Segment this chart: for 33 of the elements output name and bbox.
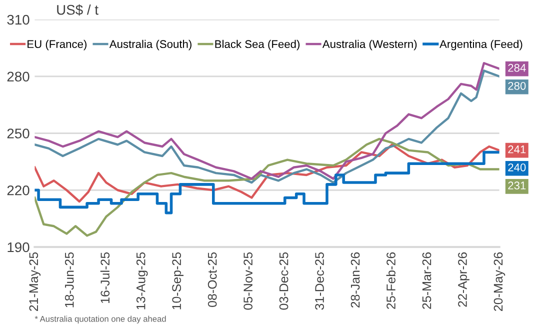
x-tick-label: 21-May-25 (29, 252, 41, 311)
x-tick-label: 16-Jul-25 (100, 252, 110, 304)
legend-label: Australia (Western) (322, 40, 417, 50)
annotation: 284 (508, 64, 526, 72)
y-tick-label: 220 (7, 185, 30, 196)
y-tick-label: 310 (7, 14, 30, 25)
x-tick-label: 18-Jun-25 (64, 252, 74, 308)
line-series (34, 138, 500, 237)
x-tick-label: 31-Dec-25 (315, 252, 324, 310)
y-tick-label: 190 (8, 242, 30, 252)
legend-label: Black Sea (Feed) (215, 40, 300, 50)
x-tick-label: 08-Oct-25 (208, 252, 217, 307)
y-tick-label: 250 (7, 128, 30, 138)
x-tick-label: 25-Feb-26 (386, 252, 396, 309)
annotation: 280 (508, 82, 526, 90)
x-tick-label: 03-Dec-25 (279, 252, 288, 310)
x-tick-label: 10-Sep-25 (172, 252, 184, 310)
annotation: 231 (508, 182, 526, 190)
x-tick-label: 05-Nov-25 (244, 252, 252, 310)
x-tick-label: 28-Jan-26 (350, 252, 360, 308)
x-tick-label: 25-Mar-26 (422, 252, 432, 309)
x-tick-label: 13-Aug-25 (136, 252, 148, 310)
legend-label: Australia (South) (109, 40, 192, 50)
text: * Australia quotation one day ahead (34, 316, 166, 324)
y-axis-title: US$ / t (57, 4, 98, 16)
x-tick-label: 22-Apr-26 (458, 252, 470, 307)
legend-label: EU (France) (28, 40, 86, 50)
legend-label: Argentina (Feed) (440, 40, 522, 50)
annotation: 241 (508, 145, 526, 154)
annotation: 240 (508, 163, 526, 172)
y-tick-label: 280 (7, 72, 30, 82)
x-tick-label: 20-May-26 (494, 252, 506, 311)
line-series (34, 144, 500, 203)
